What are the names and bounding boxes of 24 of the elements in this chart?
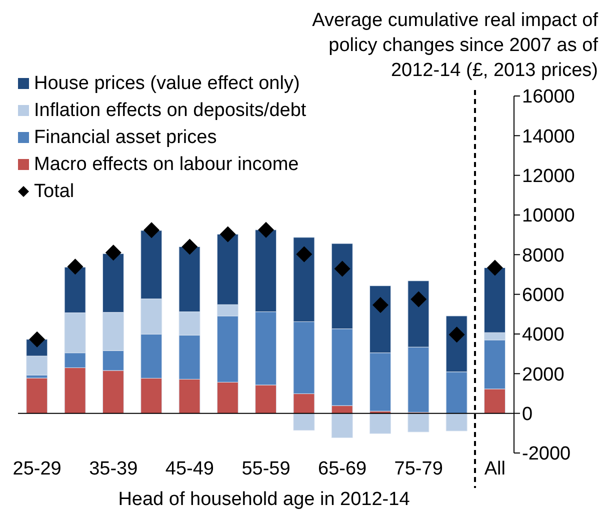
x-tick-label: 25-29 bbox=[12, 458, 62, 480]
x-tick-label: 35-39 bbox=[89, 458, 138, 480]
legend-label: Inflation effects on deposits/debt bbox=[34, 99, 306, 123]
y-tick-label: 14000 bbox=[522, 126, 575, 148]
legend-label: Total bbox=[34, 180, 74, 204]
y-tick-label: 10000 bbox=[522, 206, 575, 227]
x-tick-label: 65-69 bbox=[318, 458, 367, 480]
legend-label: House prices (value effect only) bbox=[34, 72, 300, 96]
chart-title: Average cumulative real impact of policy changes since 2007 as of 2012-14 (£, 2013 prices) bbox=[311, 9, 598, 83]
y-tick-label: 16000 bbox=[522, 86, 575, 108]
y-tick-label: 4000 bbox=[522, 324, 564, 346]
legend-label: Financial asset prices bbox=[34, 126, 217, 150]
x-tick-label: 75-79 bbox=[394, 458, 443, 480]
x-tick-label: 45-49 bbox=[165, 458, 214, 480]
y-tick-label: 6000 bbox=[522, 285, 564, 306]
x-tick-label: All bbox=[484, 458, 506, 480]
y-tick-label: 2000 bbox=[522, 364, 564, 386]
legend-label: Macro effects on labour income bbox=[34, 153, 299, 177]
y-tick-label: 0 bbox=[522, 404, 533, 426]
y-tick-label: 12000 bbox=[522, 166, 575, 188]
y-tick-label: -2000 bbox=[522, 444, 571, 465]
x-axis-title: Head of household age in 2012-14 bbox=[117, 489, 411, 511]
x-tick-label: 55-59 bbox=[242, 458, 290, 480]
y-tick-label: 8000 bbox=[522, 245, 564, 266]
